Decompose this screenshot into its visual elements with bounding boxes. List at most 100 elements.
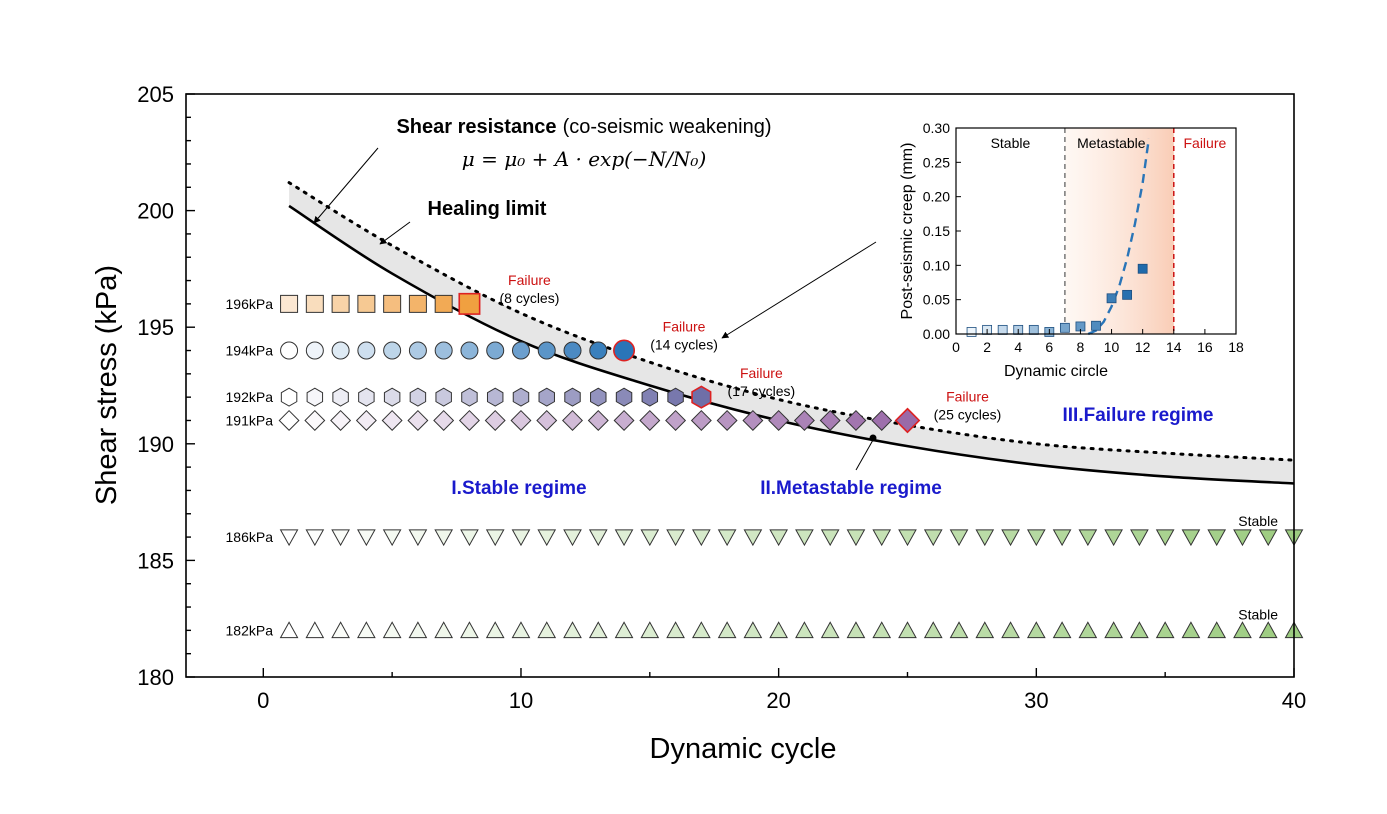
data-point-marker — [562, 409, 583, 431]
x-tick-label: 40 — [1282, 688, 1306, 713]
data-point-marker — [434, 529, 454, 547]
data-point-marker — [1155, 621, 1175, 639]
data-point-marker — [383, 341, 402, 360]
inset-data-point — [997, 324, 1008, 335]
data-point-marker — [590, 387, 607, 407]
data-point-marker — [846, 621, 866, 639]
data-point-marker — [845, 409, 867, 431]
data-point-marker — [381, 409, 403, 431]
data-point-marker — [975, 529, 995, 547]
data-point-marker — [871, 409, 893, 431]
data-point-marker — [614, 529, 634, 547]
data-point-marker — [691, 621, 711, 639]
data-point-marker — [564, 387, 581, 407]
data-point-marker — [846, 529, 866, 547]
data-point-marker — [280, 341, 299, 360]
inset-data-point — [1028, 324, 1039, 335]
data-point-marker — [305, 294, 324, 313]
data-point-marker — [793, 409, 815, 431]
inset-x-tick-label: 16 — [1197, 339, 1213, 355]
data-point-marker — [382, 529, 402, 547]
series-labels: 196kPa 194kPa 192kPa 191kPa 186kPa 182kPa — [226, 296, 274, 638]
data-point-marker — [434, 341, 453, 360]
inset-x-tick-label: 6 — [1045, 339, 1053, 355]
inset-x-tick-label: 0 — [952, 339, 960, 355]
inset-x-tick-label: 2 — [983, 339, 991, 355]
data-point-marker — [641, 387, 659, 407]
data-point-marker — [331, 529, 350, 547]
y-tick-label: 185 — [137, 548, 174, 573]
data-point-marker — [486, 387, 504, 407]
data-point-marker — [279, 529, 299, 547]
data-point-marker — [614, 621, 634, 639]
stable-status-label: Stable — [1238, 513, 1278, 529]
y-tick-label: 205 — [137, 82, 174, 107]
data-point-marker — [537, 529, 557, 547]
data-point-marker — [898, 621, 917, 639]
data-point-marker — [872, 529, 892, 547]
data-point-marker — [742, 409, 764, 431]
regime-stable-label: I.Stable regime — [451, 478, 586, 499]
data-point-marker — [666, 621, 685, 639]
data-point-marker — [819, 409, 841, 431]
data-point-marker — [1001, 621, 1020, 639]
data-point-marker — [588, 529, 608, 547]
series-level-label: 182kPa — [226, 622, 274, 638]
regime-metastable-label: II.Metastable regime — [760, 478, 942, 499]
inset-axes: 0 2 4 6 8 10 12 14 16 18 0.00 0.05 0.10 0.15 0.20 0.25 0… — [923, 120, 1244, 355]
data-point-marker — [923, 529, 943, 547]
data-point-marker — [486, 341, 505, 360]
inset-fit-curve — [1087, 138, 1151, 336]
data-point-marker — [458, 409, 480, 431]
inset-x-axis-title: Dynamic circle — [1004, 363, 1108, 380]
inset-data-point — [1137, 263, 1148, 274]
series-level-label: 196kPa — [226, 296, 274, 312]
data-point-marker — [665, 409, 687, 431]
failure-title: Failure — [508, 272, 551, 288]
data-point-marker — [666, 529, 685, 547]
inset-x-tick-label: 10 — [1104, 339, 1120, 355]
data-point-marker — [1052, 529, 1072, 547]
metastable-pointer-dot — [869, 434, 877, 442]
main-plot: 196kPa 194kPa 192kPa 191kPa 186kPa 182kPa Fai… — [91, 82, 1306, 765]
x-tick-label: 20 — [766, 688, 790, 713]
data-point-marker — [512, 387, 530, 407]
inset-zone-failure: Failure — [1183, 135, 1226, 151]
data-point-marker — [563, 529, 582, 547]
data-point-marker — [331, 294, 350, 313]
data-point-marker — [717, 621, 737, 639]
inset-y-tick-label: 0.10 — [923, 257, 950, 273]
data-point-marker — [1078, 621, 1098, 639]
y-tick-label: 190 — [137, 432, 174, 457]
data-point-marker — [563, 341, 582, 360]
shear-resistance-arrow — [313, 147, 379, 224]
stable-status-label: Stable — [1238, 606, 1278, 622]
data-point-marker — [1001, 529, 1020, 547]
inset-data-point — [1059, 322, 1070, 333]
series-level-label: 194kPa — [226, 343, 274, 359]
regime-failure-label: III.Failure regime — [1063, 405, 1214, 426]
data-point-marker — [510, 409, 532, 431]
y-tick-label: 180 — [137, 665, 174, 690]
data-point-marker — [306, 387, 324, 407]
data-point-marker — [330, 409, 352, 431]
data-point-marker — [278, 409, 300, 431]
inset-x-tick-label: 18 — [1228, 339, 1244, 355]
data-point-marker — [1207, 529, 1227, 547]
data-point-marker — [408, 294, 427, 313]
data-point-marker — [690, 409, 712, 431]
data-point-marker — [408, 341, 427, 360]
data-point-marker — [820, 621, 840, 639]
shear-resistance-annotation: Shear resistance (co-seismic weakening) — [396, 116, 771, 138]
data-point-marker — [280, 294, 299, 313]
inset-data-point — [1106, 293, 1117, 304]
data-point-marker — [949, 529, 969, 547]
data-point-marker — [434, 294, 453, 313]
data-point-marker — [1155, 529, 1175, 547]
data-point-marker — [1130, 529, 1149, 547]
metastable-pointer — [855, 439, 874, 471]
inset-data-point — [966, 327, 977, 337]
inset-y-axis-title: Post-seismic creep (mm) — [899, 143, 916, 320]
